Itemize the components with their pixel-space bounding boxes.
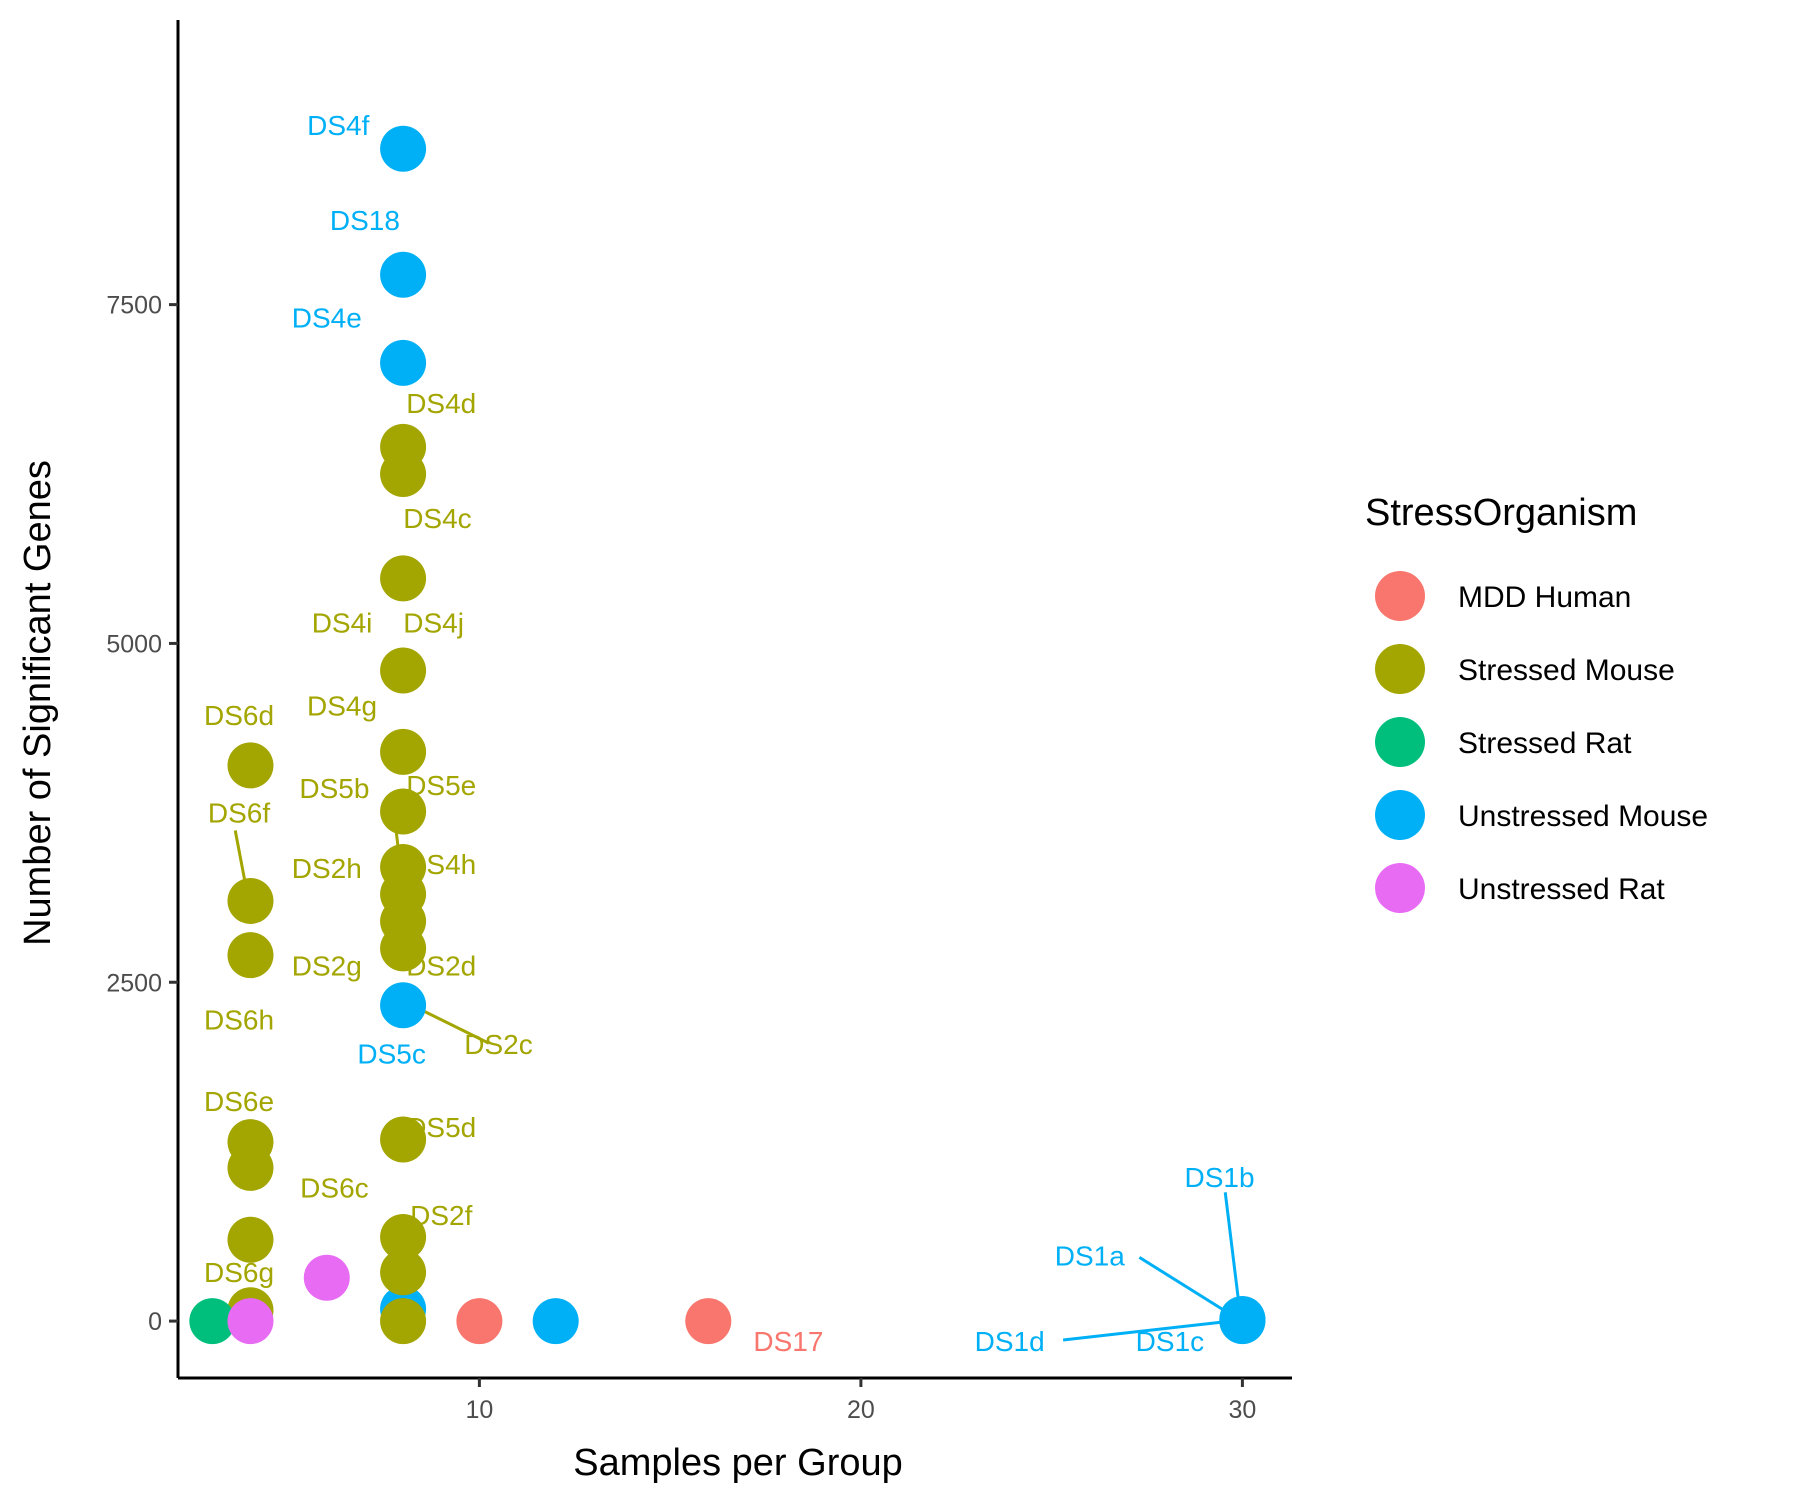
data-point-unstressed-mouse <box>1219 1296 1266 1343</box>
data-point-stressed-mouse <box>380 647 427 694</box>
data-point-unstressed-rat <box>227 1298 274 1345</box>
legend-items: MDD Human Stressed Mouse Stressed Rat Unstr… <box>1375 571 1708 913</box>
y-tick-label: 2500 <box>106 969 162 997</box>
data-point-stressed-rat <box>189 1298 236 1345</box>
point-label: DS2h <box>292 853 362 884</box>
legend-label: Unstressed Mouse <box>1458 800 1708 833</box>
label-leader-line <box>1138 1256 1236 1319</box>
data-point-stressed-mouse <box>380 1214 427 1261</box>
data-point-unstressed-mouse <box>532 1298 579 1345</box>
point-label: DS4f <box>307 110 369 141</box>
point-label: DS6h <box>204 1005 274 1036</box>
data-point-stressed-mouse <box>227 932 274 979</box>
axes: 10 20 30 0 2500 5000 7500 Samples per Group N… <box>17 20 1292 1484</box>
point-label: DS2g <box>292 950 362 981</box>
y-tick-label: 0 <box>148 1308 162 1336</box>
data-point-mdd-human <box>456 1298 503 1345</box>
legend-label: Stressed Mouse <box>1458 654 1675 687</box>
point-label: DS1c <box>1136 1326 1204 1357</box>
point-label: DS4h <box>406 849 476 880</box>
data-point-stressed-mouse <box>380 1116 427 1163</box>
point-label: DS18 <box>330 205 400 236</box>
data-point-stressed-mouse <box>227 1216 274 1263</box>
x-tick-label: 10 <box>465 1396 493 1424</box>
legend-key-unstressed-mouse <box>1375 790 1425 840</box>
label-leader-lines <box>233 824 1242 1342</box>
label-leader-line <box>233 830 247 881</box>
point-label: DS5e <box>406 770 476 801</box>
y-tick-label: 7500 <box>106 292 162 320</box>
point-label: DS5b <box>299 773 369 804</box>
point-label: DS2c <box>464 1029 532 1060</box>
data-point-stressed-mouse <box>380 1249 427 1296</box>
point-label: DS4e <box>292 303 362 334</box>
legend-key-stressed-mouse <box>1375 644 1425 694</box>
data-point-mdd-human <box>685 1298 732 1345</box>
data-point-stressed-mouse <box>227 877 274 924</box>
point-label: DS1d <box>975 1326 1045 1357</box>
point-label: DS5c <box>357 1039 425 1070</box>
point-label: DS5d <box>406 1112 476 1143</box>
data-point-stressed-mouse <box>380 925 427 972</box>
x-axis-title: Samples per Group <box>573 1442 903 1484</box>
data-point-stressed-mouse <box>380 728 427 775</box>
data-point-unstressed-mouse <box>380 339 427 386</box>
point-label: DS4g <box>307 690 377 721</box>
data-point-stressed-mouse <box>227 742 274 789</box>
point-label: DS6c <box>300 1173 368 1204</box>
legend-label: Stressed Rat <box>1458 727 1632 760</box>
data-point-unstressed-mouse <box>380 125 427 172</box>
point-label: DS2f <box>410 1200 472 1231</box>
legend-label: Unstressed Rat <box>1458 873 1665 906</box>
point-label: DS6e <box>204 1086 274 1117</box>
legend-key-unstressed-rat <box>1375 863 1425 913</box>
legend-label: MDD Human <box>1458 581 1631 614</box>
legend-title: StressOrganism <box>1365 492 1637 534</box>
point-label: DS6d <box>204 700 274 731</box>
data-point-unstressed-mouse <box>380 251 427 298</box>
legend-key-mdd-human <box>1375 571 1425 621</box>
data-points <box>189 125 1266 1345</box>
point-label: DS1b <box>1184 1162 1254 1193</box>
point-label: DS4j <box>403 608 464 639</box>
point-label: DS4d <box>406 388 476 419</box>
label-leader-line <box>419 1008 490 1045</box>
data-point-stressed-mouse <box>380 451 427 498</box>
data-point-stressed-mouse <box>380 788 427 835</box>
point-labels: DS4f DS18 DS4e DS4d DS4c DS4i DS4j DS6d DS4g DS5b… <box>204 110 1255 1357</box>
x-tick-label: 30 <box>1228 1396 1256 1424</box>
plot-panel: DS4f DS18 DS4e DS4d DS4c DS4i DS4j DS6d DS4g DS5b… <box>189 110 1266 1357</box>
y-axis-title: Number of Significant Genes <box>17 460 59 946</box>
data-point-stressed-mouse <box>380 1298 427 1345</box>
y-tick-label: 5000 <box>106 630 162 658</box>
data-point-unstressed-rat <box>303 1254 350 1301</box>
data-point-unstressed-mouse <box>380 982 427 1029</box>
point-label: DS4i <box>312 608 373 639</box>
point-label: DS17 <box>753 1326 823 1357</box>
x-tick-label: 20 <box>847 1396 875 1424</box>
point-label: DS4c <box>403 503 471 534</box>
point-label: DS6g <box>204 1257 274 1288</box>
label-leader-line <box>1062 1319 1232 1342</box>
data-point-stressed-mouse <box>380 555 427 602</box>
y-axis-ticks: 0 2500 5000 7500 <box>106 292 178 1336</box>
label-leader-line <box>1223 1192 1242 1318</box>
legend-key-stressed-rat <box>1375 717 1425 767</box>
point-label: DS2d <box>406 950 476 981</box>
point-label: DS6f <box>208 797 270 828</box>
data-point-stressed-mouse <box>227 1144 274 1191</box>
point-label: DS1a <box>1055 1241 1125 1272</box>
legend: StressOrganism MDD Human Stressed Mouse St… <box>1365 492 1708 913</box>
x-axis-ticks: 10 20 30 <box>465 1378 1256 1424</box>
